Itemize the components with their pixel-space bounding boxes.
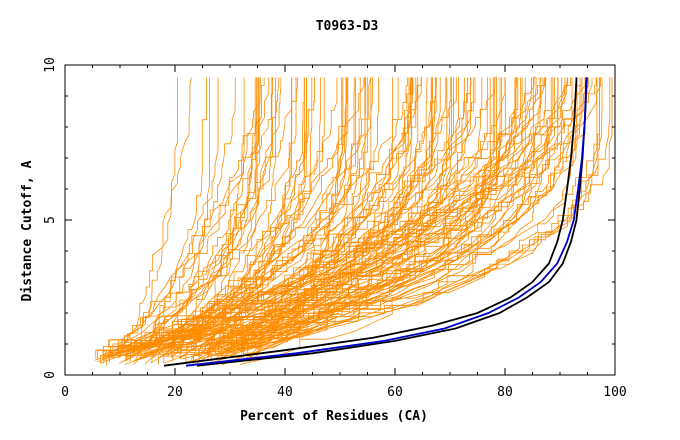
gdt-curve — [106, 77, 399, 358]
gdt-curve — [127, 77, 422, 353]
gdt-curve — [247, 77, 573, 355]
x-tick-label: 40 — [277, 385, 293, 400]
gdt-curve — [108, 77, 261, 361]
gdt-curve — [148, 77, 265, 350]
gdt-curve — [173, 77, 298, 348]
gdt-curve — [133, 77, 192, 354]
gdt-curve — [110, 77, 501, 355]
gdt-curve — [233, 77, 517, 352]
gdt-curve — [205, 77, 454, 355]
gdt-curve — [162, 77, 437, 350]
gdt-curve — [239, 77, 534, 365]
gdt-curve — [120, 77, 541, 349]
gdt-curve — [102, 77, 516, 357]
gdt-curve — [217, 77, 583, 349]
x-tick-label: 100 — [603, 385, 626, 400]
gdt-curve — [241, 77, 344, 351]
y-axis-label: Distance Cutoff, A — [20, 160, 35, 301]
gdt-curve — [212, 77, 276, 350]
gdt-curve — [97, 77, 417, 359]
highlight-series-1 — [163, 77, 578, 367]
gdt-curve — [135, 77, 236, 360]
gdt-curve — [158, 77, 433, 359]
gdt-curve — [124, 77, 586, 349]
gdt-curve — [171, 77, 414, 357]
x-tick-label: 0 — [61, 385, 69, 400]
gdt-curve — [125, 77, 347, 365]
gdt-curve — [204, 77, 393, 350]
gdt-curve — [126, 77, 307, 358]
gdt-curve — [221, 77, 448, 366]
gdt-curve — [115, 77, 219, 350]
gdt-curve — [106, 77, 261, 366]
x-tick-label: 60 — [387, 385, 403, 400]
gdt-curve — [130, 77, 321, 352]
gdt-curve — [225, 77, 366, 350]
gdt-curve — [144, 77, 274, 365]
gdt-curve — [198, 77, 568, 357]
gdt-curve — [232, 77, 472, 355]
gdt-curve — [122, 77, 178, 352]
y-tick-label: 5 — [43, 216, 58, 224]
gdt-curve — [150, 77, 307, 364]
gdt-curve — [172, 77, 523, 361]
gdt-curve — [230, 77, 559, 353]
gdt-curve — [215, 77, 526, 360]
gdt-curve — [126, 77, 372, 362]
gdt-curve — [214, 77, 292, 354]
highlight-series-3 — [185, 77, 588, 367]
gdt-curve — [170, 77, 601, 358]
gdt-curve — [220, 77, 600, 354]
gdt-curve — [146, 77, 544, 354]
gdt-curve — [161, 77, 423, 348]
gdt-curve — [221, 77, 412, 359]
gdt-curve — [172, 77, 305, 362]
gdt-curve — [142, 77, 305, 359]
gdt-curve — [218, 77, 519, 352]
gdt-curve — [126, 77, 259, 357]
gdt-curve — [223, 77, 476, 359]
gdt-curve — [99, 77, 297, 357]
gdt-curve — [241, 77, 537, 354]
gdt-curve — [139, 77, 282, 353]
gdt-curve — [191, 77, 497, 349]
gdt-curve — [118, 77, 488, 354]
axes: 0 20 40 60 80 100 0 5 10 — [43, 57, 627, 400]
y-tick-label: 0 — [43, 371, 58, 379]
gdt-curve — [210, 77, 598, 349]
y-tick-label: 10 — [43, 57, 58, 73]
plot-area — [94, 77, 613, 366]
gdt-curve — [109, 77, 325, 363]
gdt-curve — [163, 77, 441, 364]
chart-title: T0963-D3 — [316, 19, 379, 34]
x-axis-label: Percent of Residues (CA) — [240, 409, 428, 424]
x-tick-label: 20 — [167, 385, 183, 400]
gdt-curve — [133, 77, 207, 366]
gdt-curve — [94, 77, 521, 361]
x-tick-label: 80 — [497, 385, 513, 400]
highlight-curves — [163, 77, 588, 367]
gdt-curve — [224, 77, 578, 355]
gdt-curve — [108, 77, 468, 359]
gdt-curve — [151, 77, 343, 363]
gdt-curve — [107, 77, 338, 359]
gdt-curve — [231, 77, 419, 349]
